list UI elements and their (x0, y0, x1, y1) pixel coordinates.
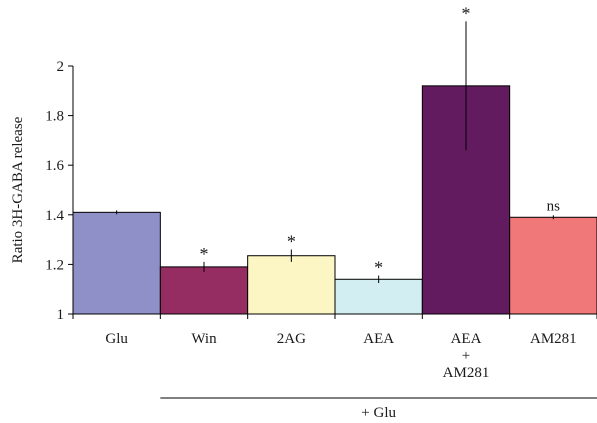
significance-label: ns (547, 198, 561, 214)
bars (72, 21, 597, 315)
bar (509, 216, 597, 315)
x-tick-label: AM281 (443, 365, 490, 381)
significance-label: * (200, 244, 209, 264)
y-tick-label: 1.4 (45, 208, 64, 224)
bar (334, 278, 423, 315)
bar (247, 255, 336, 315)
y-tick-label: 1.6 (45, 158, 64, 174)
bar (72, 211, 161, 315)
x-tick-label: Glu (105, 331, 128, 347)
y-tick-label: 1 (57, 307, 65, 323)
y-tick-label: 1.2 (45, 257, 64, 273)
x-tick-label: AEA (363, 331, 394, 347)
significance-label: * (287, 232, 296, 252)
x-tick-label: AEA (451, 331, 482, 347)
x-tick-label: 2AG (277, 331, 306, 347)
group-label: + Glu (361, 405, 396, 421)
y-tick-label: 2 (57, 59, 65, 75)
y-axis-label: Ratio 3H-GABA release (10, 116, 26, 263)
x-tick-label: AM281 (530, 331, 577, 347)
significance-label: * (374, 258, 383, 278)
y-tick-label: 1.8 (45, 109, 64, 125)
x-tick-label: + (462, 348, 470, 364)
significance-label: * (462, 3, 471, 23)
x-tick-label: Win (191, 331, 217, 347)
bar (159, 266, 249, 315)
